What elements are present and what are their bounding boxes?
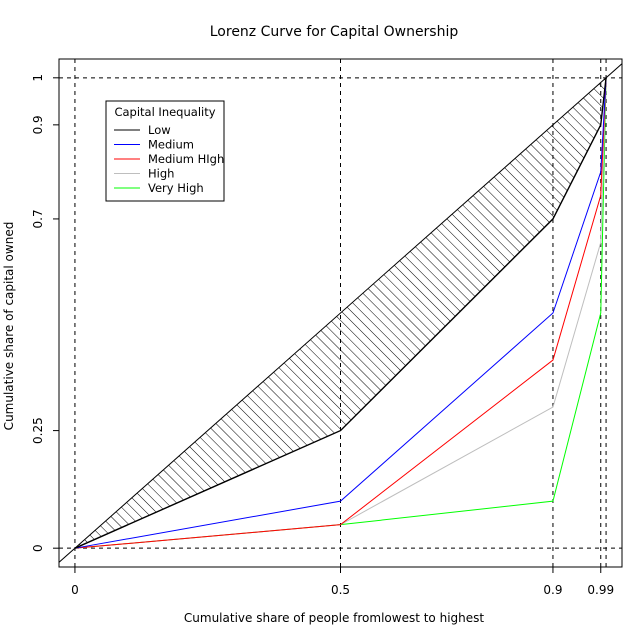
y-axis: 0 0.25 0.7 0.9 1: [31, 74, 59, 552]
x-axis-label: Cumulative share of people fromlowest to…: [184, 611, 484, 625]
legend-label: Medium: [148, 138, 194, 152]
chart-title: Lorenz Curve for Capital Ownership: [210, 24, 459, 40]
legend-label: High: [148, 167, 174, 181]
y-tick-label: 0.25: [31, 417, 45, 444]
x-tick-label: 0.9: [543, 583, 562, 597]
x-tick-label: 0.99: [587, 583, 614, 597]
series-line-medium: [74, 77, 607, 549]
series-line-medium-high: [74, 77, 607, 549]
plot-area: [59, 59, 622, 567]
x-tick-label: 0: [71, 583, 79, 597]
y-axis-label: Cumulative share of capital owned: [2, 222, 16, 431]
x-axis: 0 0.5 0.9 0.99: [71, 567, 614, 597]
series-line-low: [74, 77, 607, 549]
legend-box: [105, 100, 225, 202]
y-tick-label: 0: [31, 544, 45, 552]
legend-label: Medium HIgh: [148, 152, 224, 166]
legend-label: Very High: [148, 181, 204, 195]
y-tick-label: 1: [31, 74, 45, 82]
legend-label: Low: [148, 123, 171, 137]
legend-title: Capital Inequality: [114, 105, 215, 119]
x-tick-label: 0.5: [331, 583, 350, 597]
equality-line: [59, 63, 622, 563]
y-tick-label: 0.9: [31, 115, 45, 134]
y-tick-label: 0.7: [31, 209, 45, 228]
